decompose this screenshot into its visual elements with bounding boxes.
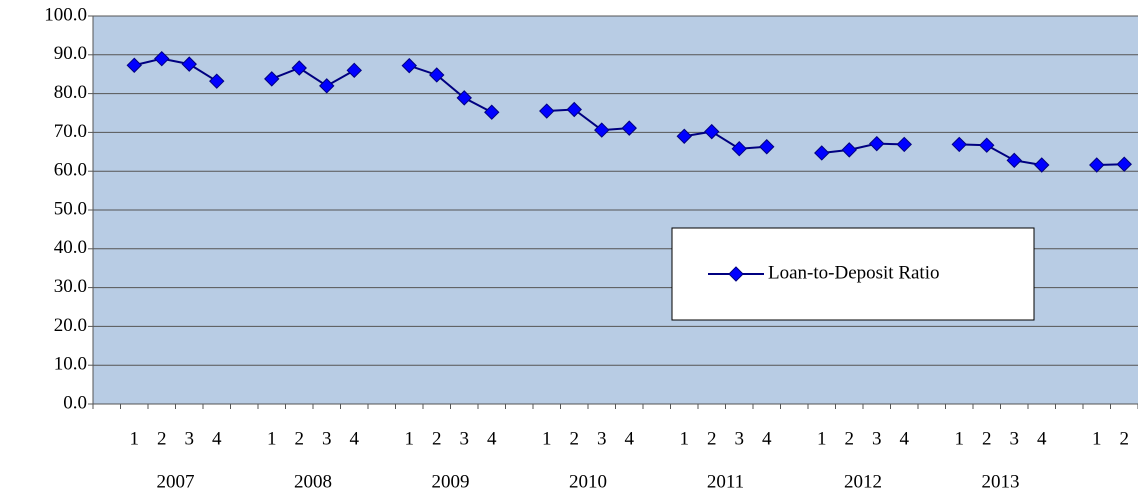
marker bbox=[429, 67, 445, 83]
x-tick-label: 3 bbox=[322, 428, 332, 449]
marker bbox=[401, 57, 417, 74]
marker bbox=[594, 122, 610, 138]
marker bbox=[319, 78, 335, 94]
marker bbox=[869, 135, 885, 152]
y-tick-label: 10.0 bbox=[54, 354, 87, 375]
x-tick-label: 1 bbox=[267, 428, 277, 449]
marker bbox=[814, 145, 830, 161]
year-label: 2013 bbox=[982, 471, 1020, 492]
marker bbox=[1006, 152, 1022, 169]
marker bbox=[1034, 157, 1050, 173]
x-tick-label: 2 bbox=[845, 428, 855, 449]
x-tick-label: 2 bbox=[157, 428, 167, 449]
x-tick-label: 1 bbox=[405, 428, 415, 449]
x-tick-label: 1 bbox=[542, 428, 552, 449]
marker bbox=[126, 57, 142, 73]
y-tick-label: 30.0 bbox=[54, 276, 87, 297]
year-label: 2007 bbox=[157, 471, 195, 492]
year-label: 2009 bbox=[432, 471, 470, 492]
marker bbox=[264, 71, 280, 87]
marker bbox=[621, 120, 637, 136]
x-tick-label: 3 bbox=[735, 428, 745, 449]
y-tick-label: 20.0 bbox=[54, 315, 87, 336]
legend-marker bbox=[728, 266, 744, 282]
marker bbox=[181, 56, 197, 72]
marker bbox=[209, 73, 225, 89]
x-tick-label: 2 bbox=[1120, 428, 1130, 449]
y-tick-label: 70.0 bbox=[54, 121, 87, 142]
x-tick-label: 1 bbox=[130, 428, 140, 449]
marker bbox=[731, 140, 747, 157]
x-tick-label: 4 bbox=[212, 428, 222, 449]
x-tick-label: 2 bbox=[570, 428, 580, 449]
marker bbox=[484, 104, 500, 120]
legend-label: Loan-to-Deposit Ratio bbox=[768, 262, 940, 283]
x-tick-label: 4 bbox=[487, 428, 497, 449]
x-tick-label: 3 bbox=[597, 428, 607, 449]
marker bbox=[291, 60, 307, 76]
x-tick-label: 4 bbox=[762, 428, 772, 449]
marker bbox=[154, 50, 170, 67]
y-tick-label: 50.0 bbox=[54, 198, 87, 219]
marker bbox=[979, 137, 995, 153]
x-tick-label: 4 bbox=[350, 428, 360, 449]
year-label: 2011 bbox=[707, 471, 744, 492]
y-tick-label: 100.0 bbox=[44, 4, 87, 25]
marker bbox=[1116, 156, 1132, 172]
x-tick-label: 1 bbox=[817, 428, 827, 449]
marker bbox=[676, 128, 692, 144]
marker bbox=[1089, 157, 1105, 173]
x-tick-label: 3 bbox=[872, 428, 882, 449]
marker bbox=[896, 136, 912, 153]
x-tick-label: 1 bbox=[680, 428, 690, 449]
x-tick-label: 2 bbox=[982, 428, 992, 449]
x-tick-label: 3 bbox=[185, 428, 195, 449]
x-tick-label: 2 bbox=[707, 428, 717, 449]
series-line bbox=[134, 57, 1125, 166]
x-tick-label: 3 bbox=[460, 428, 470, 449]
marker bbox=[456, 90, 472, 106]
y-tick-label: 60.0 bbox=[54, 160, 87, 181]
x-tick-label: 4 bbox=[625, 428, 635, 449]
x-tick-label: 2 bbox=[295, 428, 305, 449]
x-tick-label: 3 bbox=[1010, 428, 1020, 449]
year-label: 2010 bbox=[569, 471, 607, 492]
x-tick-label: 1 bbox=[1092, 428, 1102, 449]
x-tick-label: 4 bbox=[900, 428, 910, 449]
marker bbox=[539, 103, 555, 119]
marker bbox=[566, 101, 582, 118]
x-tick-label: 2 bbox=[432, 428, 442, 449]
x-tick-label: 1 bbox=[955, 428, 965, 449]
marker bbox=[346, 62, 362, 79]
marker bbox=[759, 139, 775, 155]
marker bbox=[704, 123, 720, 140]
x-tick-label: 4 bbox=[1037, 428, 1047, 449]
y-tick-label: 90.0 bbox=[54, 43, 87, 64]
y-tick-label: 40.0 bbox=[54, 237, 87, 258]
year-label: 2012 bbox=[844, 471, 882, 492]
chart-layer: 0.0 10.0 20.0 30.0 40.0 50.0 60.0 70.0 80.0 90.0 1… bbox=[44, 4, 1138, 492]
year-label: 2008 bbox=[294, 471, 332, 492]
marker bbox=[951, 136, 967, 153]
y-tick-label: 80.0 bbox=[54, 82, 87, 103]
marker bbox=[841, 142, 857, 158]
y-tick-label: 0.0 bbox=[63, 392, 87, 413]
